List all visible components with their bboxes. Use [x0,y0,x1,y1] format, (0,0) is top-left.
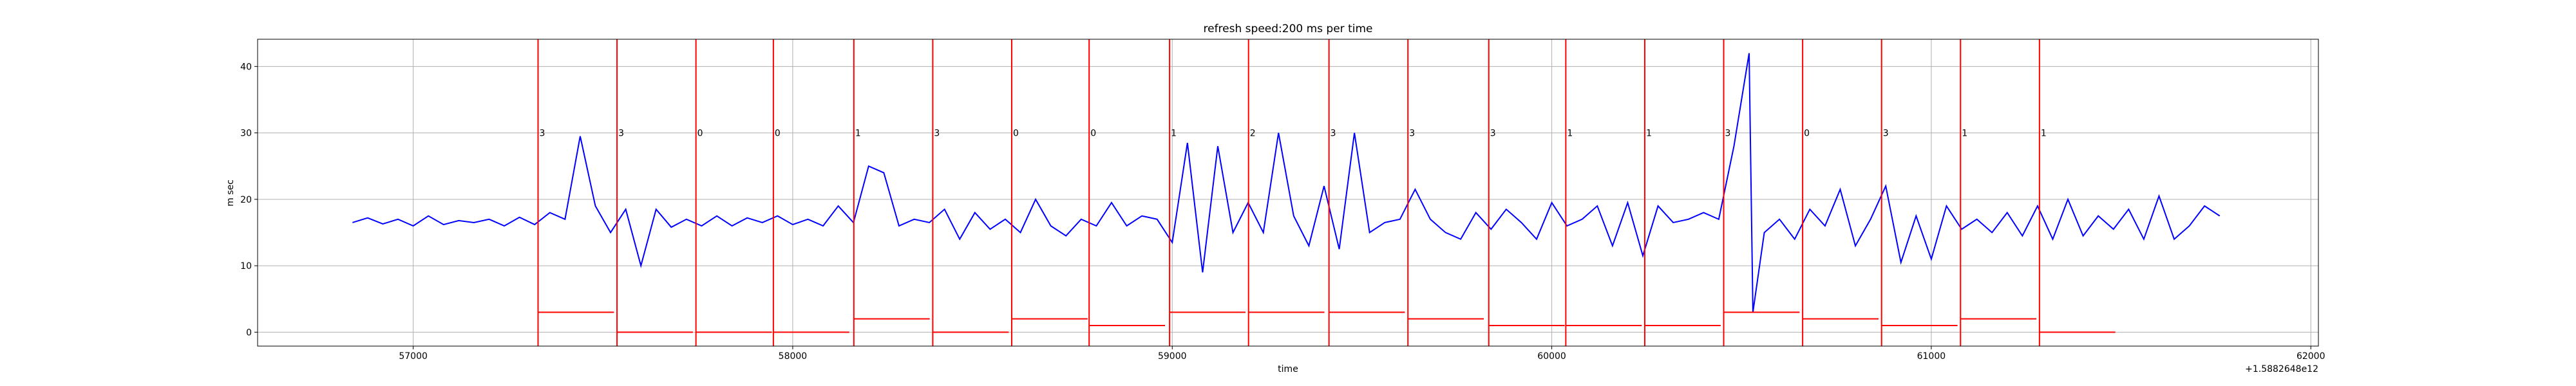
data-line [352,53,2221,313]
plot-frame [257,39,2319,347]
y-tick-label: 30 [240,129,252,139]
x-tick-label: 58000 [779,351,808,362]
event-label: 1 [855,129,861,139]
event-label: 3 [934,129,940,139]
event-label: 2 [1250,129,1256,139]
event-label: 3 [1409,129,1415,139]
event-label: 1 [1962,129,1967,139]
event-label: 0 [1090,129,1096,139]
x-tick-label: 57000 [399,351,428,362]
x-tick-label: 62000 [2297,351,2325,362]
y-tick-label: 40 [240,62,252,72]
event-label: 0 [697,129,703,139]
event-label: 3 [1331,129,1336,139]
event-label: 3 [540,129,545,139]
chart-title: refresh speed:200 ms per time [1204,23,1373,35]
x-offset-label: +1.5882648e12 [2245,364,2318,374]
x-tick-label: 59000 [1158,351,1187,362]
event-label: 0 [1013,129,1019,139]
y-tick-label: 0 [246,327,252,338]
event-label: 1 [1171,129,1177,139]
event-label: 3 [1883,129,1889,139]
x-tick-label: 61000 [1917,351,1946,362]
x-axis-label: time [1278,364,1298,374]
event-label: 1 [1646,129,1652,139]
event-label: 0 [1804,129,1810,139]
event-label: 1 [1567,129,1573,139]
event-label: 0 [775,129,781,139]
x-tick-label: 60000 [1537,351,1566,362]
event-label: 3 [618,129,624,139]
event-label: 3 [1490,129,1496,139]
y-axis-label: m sec [225,179,236,207]
event-label: 3 [1725,129,1731,139]
y-tick-label: 20 [240,195,252,205]
y-tick-label: 10 [240,261,252,271]
event-label: 1 [2041,129,2047,139]
